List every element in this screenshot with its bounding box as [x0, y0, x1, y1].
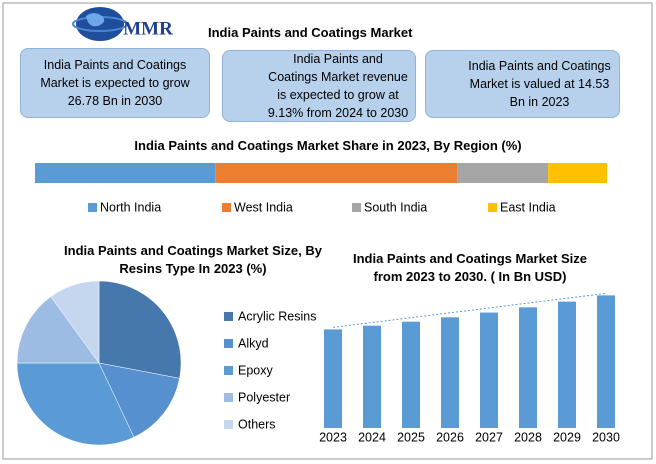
- bar: [597, 295, 615, 428]
- bar: [324, 329, 342, 428]
- legend-swatch: [224, 420, 233, 429]
- pie-slice: [50, 280, 100, 364]
- legend-label: Alkyd: [238, 336, 269, 350]
- x-tick-label: 2027: [475, 430, 503, 444]
- x-tick-label: 2030: [592, 430, 620, 444]
- bar: [441, 317, 459, 428]
- trendline: [332, 292, 607, 328]
- legend-label: Others: [238, 417, 276, 431]
- info-box: India Paints and Coatings Market revenue…: [222, 50, 416, 122]
- bar: [402, 321, 420, 428]
- legend-swatch: [352, 203, 361, 212]
- pie-slice: [98, 280, 182, 379]
- legend-label: West India: [234, 200, 293, 214]
- logo-globe: [72, 7, 128, 41]
- x-tick-label: 2025: [397, 430, 425, 444]
- info-box: India Paints and Coatings Market is valu…: [425, 50, 620, 118]
- bar: [480, 312, 498, 428]
- frame: [2, 2, 653, 460]
- chart-title: India Paints and Coatings Market Size fr…: [352, 251, 588, 284]
- legend-label: South India: [364, 200, 427, 214]
- x-tick-label: 2024: [358, 430, 386, 444]
- legend-swatch: [222, 203, 231, 212]
- x-tick-label: 2026: [436, 430, 464, 444]
- bar-segment: [457, 163, 549, 183]
- chart-title: India Paints and Coatings Market Share i…: [134, 138, 522, 153]
- bar: [558, 301, 576, 428]
- logo-text: MMR: [123, 18, 173, 39]
- bar: [519, 307, 537, 428]
- x-tick-label: 2028: [514, 430, 542, 444]
- chart-title: India Paints and Coatings Market Size, B…: [64, 243, 322, 276]
- legend-swatch: [488, 203, 497, 212]
- bar-segment: [35, 163, 216, 183]
- legend-swatch: [224, 339, 233, 348]
- pie-slice: [98, 362, 180, 438]
- legend-swatch: [224, 393, 233, 402]
- pie-slice: [16, 362, 135, 446]
- legend-swatch: [224, 312, 233, 321]
- legend-label: East India: [500, 200, 556, 214]
- legend-swatch: [224, 366, 233, 375]
- legend-label: Polyester: [238, 390, 290, 404]
- legend-label: North India: [100, 200, 161, 214]
- bar: [363, 325, 381, 428]
- x-tick-label: 2029: [553, 430, 581, 444]
- legend-swatch: [88, 203, 97, 212]
- page-title: India Paints and Coatings Market: [208, 25, 413, 40]
- legend-label: Acrylic Resins: [238, 309, 317, 323]
- pie-slice: [16, 296, 100, 364]
- info-box: India Paints and Coatings Market is expe…: [20, 48, 210, 118]
- x-tick-label: 2023: [319, 430, 347, 444]
- bar-segment: [215, 163, 458, 183]
- legend-label: Epoxy: [238, 363, 273, 377]
- bar-segment: [548, 163, 607, 183]
